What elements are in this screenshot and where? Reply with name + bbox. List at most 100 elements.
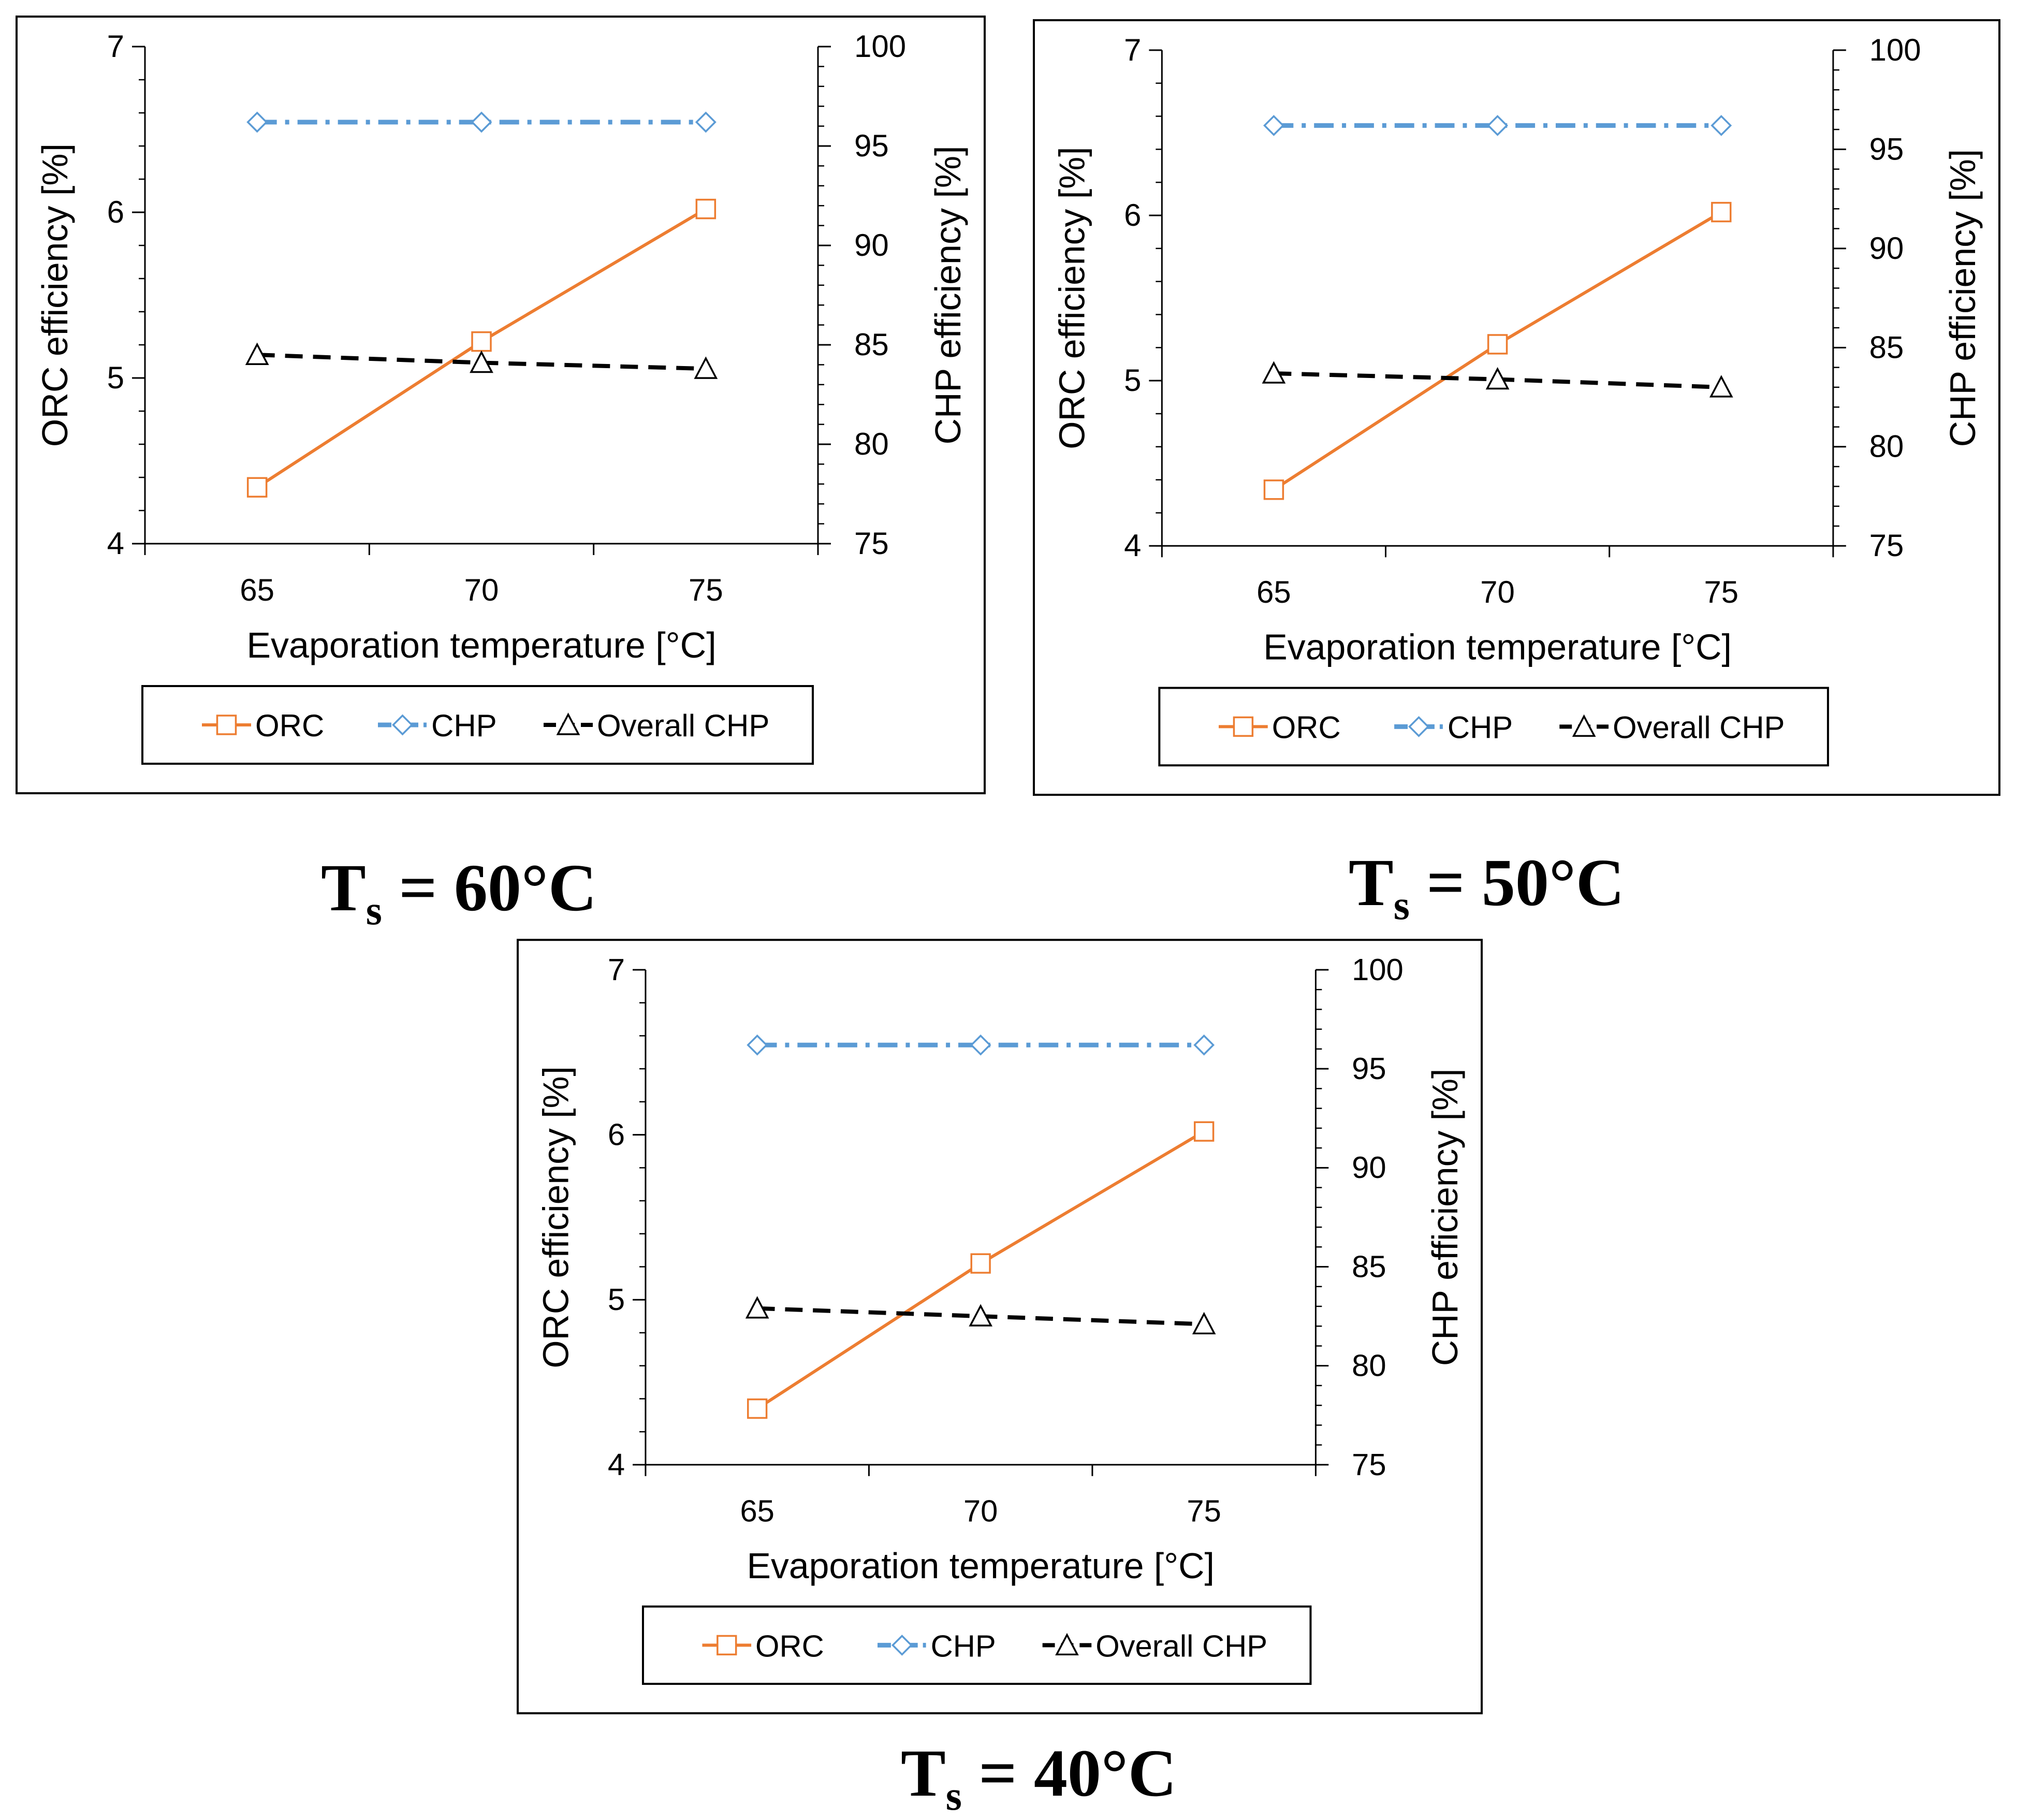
left-tick-label: 7 xyxy=(107,29,124,64)
x-axis-label: Evaporation temperature [°C] xyxy=(747,1546,1215,1586)
caption-ts-50: Ts = 50°C xyxy=(1349,844,1625,929)
orc-point xyxy=(246,477,268,498)
left-tick-label: 6 xyxy=(608,1117,625,1152)
legend-chp-marker xyxy=(392,714,413,736)
right-tick-label: 90 xyxy=(1869,231,1904,266)
chart-frame xyxy=(1033,19,2001,796)
orc-point xyxy=(747,1398,768,1419)
orc-series xyxy=(246,198,717,498)
x-tick-label: 70 xyxy=(963,1493,998,1528)
right-tick-label: 75 xyxy=(854,526,889,561)
overall-chp-point xyxy=(694,356,718,379)
chp-point xyxy=(471,111,492,133)
caption-value: = 50°C xyxy=(1409,846,1625,920)
chp-series xyxy=(1263,114,1732,136)
right-tick-label: 75 xyxy=(1352,1447,1386,1482)
chp-point xyxy=(970,1034,991,1056)
legend: ORC CHP Overall CHP xyxy=(1158,687,1829,767)
legend-overall-chp-marker xyxy=(1572,714,1596,737)
left-tick-label: 6 xyxy=(107,195,124,229)
orc-point xyxy=(695,198,717,220)
chart-frame xyxy=(517,939,1483,1714)
right-axis-label: CHP efficiency [%] xyxy=(928,145,968,444)
left-tick-label: 7 xyxy=(1124,33,1141,67)
chart-panel-ts-60: 4 5 6 7 75 80 85 90 95 100 65 70 75 Evaporation tempe… xyxy=(16,16,989,797)
legend-box xyxy=(641,1605,1312,1685)
chart-svg: 4 5 6 7 75 80 85 90 95 100 65 70 75 Evaporation tempe… xyxy=(16,16,986,794)
legend-overall-chp-label: Overall CHP xyxy=(1613,710,1785,745)
chp-series xyxy=(747,1034,1215,1056)
left-tick-label: 6 xyxy=(1124,198,1141,232)
chart-svg: 4 5 6 7 75 80 85 90 95 100 65 70 75 Evaporation tempe… xyxy=(517,939,1483,1714)
left-tick-label: 4 xyxy=(608,1447,625,1482)
chp-point xyxy=(747,1034,768,1056)
right-tick-label: 85 xyxy=(1352,1249,1386,1284)
overall-chp-point xyxy=(745,1296,769,1319)
right-tick-label: 75 xyxy=(1869,528,1904,563)
caption-symbol: T xyxy=(1349,846,1394,920)
caption-ts-60: Ts = 60°C xyxy=(321,849,597,935)
left-tick-label: 5 xyxy=(107,360,124,395)
left-axis-label: ORC efficiency [%] xyxy=(536,1066,576,1368)
right-axis-label: CHP efficiency [%] xyxy=(1425,1069,1465,1366)
orc-series xyxy=(1263,201,1732,500)
right-tick-label: 100 xyxy=(854,29,906,64)
caption-value: = 40°C xyxy=(961,1736,1177,1811)
legend-orc-label: ORC xyxy=(755,1628,824,1663)
right-tick-label: 85 xyxy=(1869,330,1904,365)
caption-symbol: T xyxy=(901,1736,946,1811)
orc-point xyxy=(1711,201,1732,223)
left-tick-label: 5 xyxy=(1124,363,1141,398)
x-tick-label: 75 xyxy=(1187,1493,1221,1528)
orc-point xyxy=(1193,1121,1215,1142)
right-tick-label: 80 xyxy=(1352,1348,1386,1383)
x-tick-label: 65 xyxy=(740,1493,774,1528)
caption-subscript: s xyxy=(945,1773,962,1819)
chp-point xyxy=(246,111,268,133)
right-tick-label: 100 xyxy=(1352,952,1404,987)
overall-chp-point xyxy=(969,1304,992,1327)
legend-overall-chp-marker xyxy=(1055,1633,1079,1656)
right-tick-label: 100 xyxy=(1869,33,1921,67)
chp-point xyxy=(695,111,717,133)
legend-orc-label: ORC xyxy=(1272,710,1341,745)
legend-overall-chp-label: Overall CHP xyxy=(1095,1628,1267,1663)
caption-value: = 60°C xyxy=(382,851,597,925)
legend-orc-marker xyxy=(1233,716,1254,737)
overall-chp-point xyxy=(1192,1312,1216,1335)
left-tick-label: 4 xyxy=(1124,528,1141,563)
left-tick-label: 4 xyxy=(107,526,124,561)
chp-point xyxy=(1711,114,1732,136)
legend-chp-label: CHP xyxy=(1448,710,1513,745)
overall-chp-point xyxy=(1262,361,1286,384)
right-tick-label: 80 xyxy=(854,427,889,461)
legend-overall-chp-marker xyxy=(556,712,580,735)
chp-series xyxy=(246,111,717,133)
x-tick-label: 75 xyxy=(689,573,723,607)
legend: ORC CHP Overall CHP xyxy=(141,685,814,765)
chart-frame xyxy=(16,16,986,794)
overall-chp-point xyxy=(245,342,269,365)
legend-overall-chp-label: Overall CHP xyxy=(597,708,769,743)
right-tick-label: 95 xyxy=(1352,1051,1386,1086)
x-tick-label: 70 xyxy=(1480,575,1515,609)
left-axis-label: ORC efficiency [%] xyxy=(1052,147,1092,449)
overall-chp-point xyxy=(1709,375,1733,398)
overall-chp-point xyxy=(470,350,493,373)
left-axis-label: ORC efficiency [%] xyxy=(35,143,75,447)
orc-point xyxy=(471,331,492,352)
legend-chp-label: CHP xyxy=(931,1628,996,1663)
right-tick-label: 80 xyxy=(1869,429,1904,464)
overall-chp-point xyxy=(1485,367,1510,390)
chart-svg: 4 5 6 7 75 80 85 90 95 100 65 70 75 Evaporation tempe… xyxy=(1033,19,2001,796)
legend-box xyxy=(141,685,814,765)
x-axis-label: Evaporation temperature [°C] xyxy=(246,625,716,665)
overall-chp-series xyxy=(745,1296,1216,1335)
right-tick-label: 85 xyxy=(854,327,889,362)
x-tick-label: 65 xyxy=(240,573,274,607)
caption-subscript: s xyxy=(1393,883,1410,928)
x-tick-label: 70 xyxy=(464,573,499,607)
orc-point xyxy=(1487,334,1508,355)
x-tick-label: 75 xyxy=(1704,575,1739,609)
chart-panel-ts-50: 4 5 6 7 75 80 85 90 95 100 65 70 75 Evaporation tempe… xyxy=(1033,16,2004,803)
